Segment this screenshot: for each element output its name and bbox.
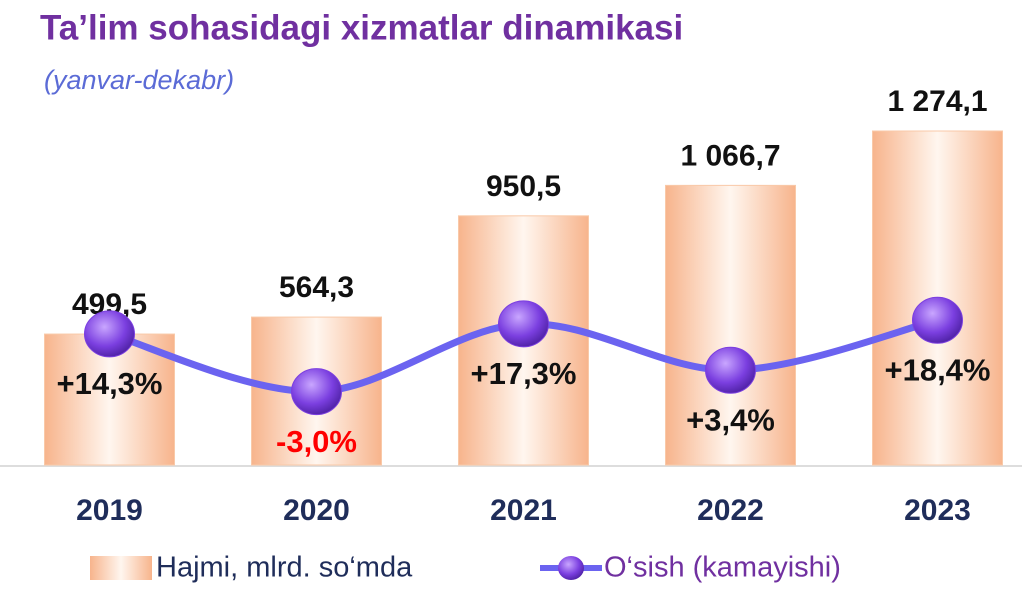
x-tick-label: 2019: [76, 494, 143, 527]
line-value-label: -3,0%: [276, 424, 357, 459]
marker: [291, 368, 342, 416]
legend-swatch: [90, 556, 152, 580]
line-value-label: +14,3%: [56, 366, 162, 401]
bar: [665, 184, 796, 466]
line-value-label: +17,3%: [470, 356, 576, 391]
x-tick-label: 2020: [283, 494, 350, 527]
bar-value-label: 1 274,1: [887, 85, 987, 118]
marker: [498, 300, 549, 348]
x-tick-label: 2022: [697, 494, 764, 527]
marker: [705, 346, 756, 394]
chart-subtitle: (yanvar-dekabr): [44, 65, 234, 95]
marker: [84, 310, 135, 358]
legend-label: Hajmi, mlrd. so‘mda: [156, 552, 413, 584]
bar-value-label: 950,5: [486, 170, 561, 203]
bar-value-label: 564,3: [279, 271, 354, 304]
marker: [912, 296, 963, 344]
bar-value-label: 1 066,7: [680, 139, 780, 172]
line-value-label: +3,4%: [686, 402, 775, 437]
x-tick-label: 2023: [904, 494, 971, 527]
legend-label: O‘sish (kamayishi): [604, 552, 841, 584]
legend-swatch: [558, 556, 584, 580]
chart-title: Ta’lim sohasidagi xizmatlar dinamikasi: [40, 8, 683, 47]
x-tick-label: 2021: [490, 494, 557, 527]
line-value-label: +18,4%: [884, 352, 990, 387]
